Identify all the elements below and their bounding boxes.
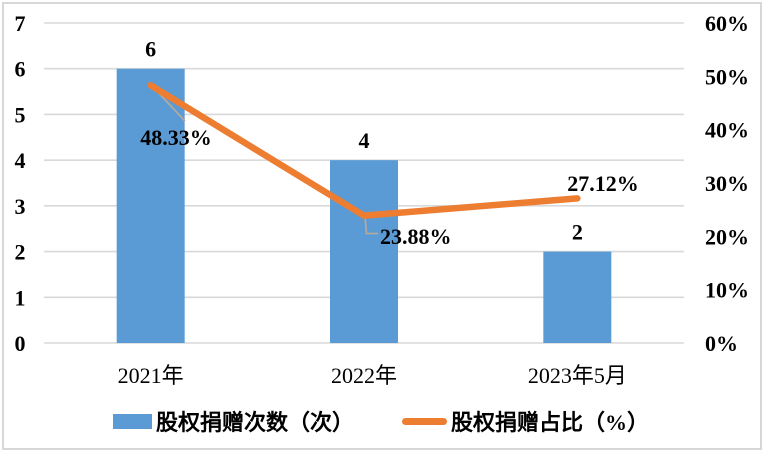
bar-series-swatch-icon xyxy=(113,413,152,429)
left-axis-tick-label: 2 xyxy=(15,240,26,265)
right-axis-tick-label: 0% xyxy=(705,331,738,356)
left-axis-tick-label: 5 xyxy=(15,102,26,127)
bar-value-label: 6 xyxy=(145,37,156,62)
left-axis-tick-label: 7 xyxy=(15,11,26,36)
category-label: 2021年 xyxy=(118,363,184,388)
right-axis-tick-label: 60% xyxy=(705,11,749,36)
left-axis-tick-label: 6 xyxy=(15,57,26,82)
line-series-name: 股权捐赠占比（%） xyxy=(451,410,650,435)
label-leader-line xyxy=(364,216,378,235)
line-series xyxy=(147,81,581,219)
line-value-label: 27.12% xyxy=(567,171,639,196)
left-axis-tick-label: 1 xyxy=(15,285,26,310)
legend-item-bar-series: 股权捐赠次数（次） xyxy=(113,404,354,438)
bar-series-name: 股权捐赠次数（次） xyxy=(156,410,355,435)
bar xyxy=(543,251,612,343)
right-axis-tick-label: 50% xyxy=(705,64,749,89)
bar-value-label: 2 xyxy=(572,220,583,245)
right-axis-tick-label: 10% xyxy=(705,278,749,303)
right-axis-tick-label: 20% xyxy=(705,224,749,249)
legend-item-line-series: 股权捐赠占比（%） xyxy=(402,404,649,438)
left-axis-tick-label: 4 xyxy=(15,148,26,173)
category-label: 2022年 xyxy=(331,363,397,388)
line-series-swatch-icon xyxy=(402,417,447,425)
category-label: 2023年5月 xyxy=(528,363,627,388)
bar xyxy=(116,68,185,343)
right-axis-tick-label: 30% xyxy=(705,171,749,196)
left-axis-tick-label: 0 xyxy=(15,331,26,356)
right-axis-tick-label: 40% xyxy=(705,118,749,143)
chart-legend: 股权捐赠次数（次） 股权捐赠占比（%） xyxy=(0,404,764,438)
left-axis-tick-label: 3 xyxy=(15,194,26,219)
line-value-label: 48.33% xyxy=(140,125,212,150)
line-value-label: 23.88% xyxy=(380,224,452,249)
bar-value-label: 4 xyxy=(359,128,370,153)
bar xyxy=(330,160,398,343)
